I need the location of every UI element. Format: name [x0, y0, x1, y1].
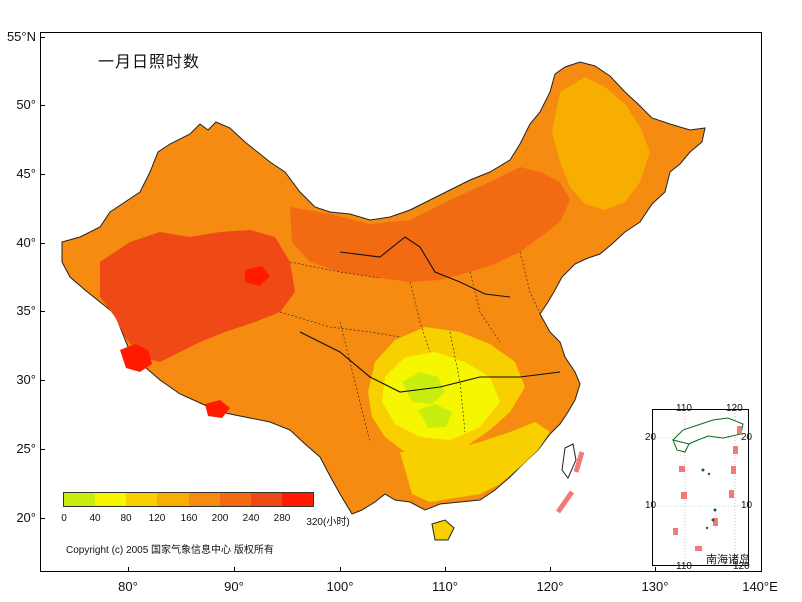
legend-color-bar: [63, 492, 314, 507]
lon-label-140: 140°E: [742, 579, 778, 594]
lat-label-25: 25°: [16, 441, 36, 456]
legend-swatch-6: [250, 493, 282, 506]
legend-label: 120: [148, 513, 166, 524]
legend-swatch-4: [188, 493, 220, 506]
lat-label-30: 30°: [16, 372, 36, 387]
lon-label-130: 130°: [641, 579, 669, 594]
inset-left-label-10: 10: [645, 500, 657, 511]
legend-label: 160: [180, 513, 198, 524]
zone-0-40-chongqing: [402, 372, 445, 404]
lon-label-110: 110°: [432, 579, 458, 594]
legend-label: 40: [89, 513, 101, 524]
zone-0-40-guizhou: [418, 404, 452, 428]
lat-tick: [40, 105, 45, 106]
lon-label-90: 90°: [224, 579, 244, 594]
lat-tick: [40, 243, 45, 244]
legend-swatch-0: [64, 493, 96, 506]
lat-tick: [40, 518, 45, 519]
legend-label: 280: [273, 513, 291, 524]
zone-280-320-plateau: [245, 266, 270, 286]
legend-swatch-5: [219, 493, 251, 506]
legend-swatch-1: [95, 493, 127, 506]
province-boundaries: [279, 251, 541, 443]
lat-tick: [40, 174, 45, 175]
lat-tick: [40, 311, 45, 312]
lon-tick: [550, 567, 551, 572]
lat-tick: [40, 449, 45, 450]
legend-swatch-3: [157, 493, 189, 506]
hainan-island: [431, 519, 455, 541]
lon-label-80: 80°: [118, 579, 138, 594]
copyright-text: Copyright (c) 2005 国家气象信息中心 版权所有: [66, 545, 274, 556]
inset-top-label-110: 110: [676, 403, 692, 414]
legend-label: 80: [120, 513, 132, 524]
inset-bottom-label-120: 120: [733, 561, 750, 572]
zone-80-120-south: [400, 422, 550, 502]
china-sunshine-map: [61, 61, 706, 541]
map-title: 一月日照时数: [98, 54, 201, 71]
lon-tick: [128, 567, 129, 572]
lon-label-120: 120°: [536, 579, 564, 594]
inset-bottom-label-110: 110: [676, 561, 692, 572]
zone-240-280-west: [100, 230, 295, 362]
south-china-sea-inset: [652, 409, 750, 567]
inset-top-label-120: 120: [726, 403, 743, 414]
zone-280-320-south-tibet: [205, 400, 230, 418]
zone-200-240-north: [290, 167, 570, 282]
inset-map: [653, 410, 750, 567]
taiwan-island: [561, 443, 577, 479]
legend-label: 200: [211, 513, 229, 524]
inset-right-label-10: 10: [741, 500, 753, 511]
lat-label-50: 50°: [16, 97, 36, 112]
lon-tick: [445, 567, 446, 572]
legend-label-unit: 320(小时): [306, 517, 350, 528]
lon-label-100: 100°: [326, 579, 354, 594]
legend-swatch-2: [126, 493, 158, 506]
zone-280-320-tibet: [120, 344, 152, 372]
lat-tick: [40, 37, 45, 38]
legend-label: 240: [242, 513, 260, 524]
zone-40-80-sichuan-basin: [382, 352, 500, 440]
inset-title: 南海诸岛: [706, 554, 750, 566]
lat-label-35: 35°: [16, 303, 36, 318]
inset-right-label-20: 20: [741, 432, 753, 443]
lat-tick: [40, 380, 45, 381]
lon-tick: [340, 567, 341, 572]
legend-label: 0: [61, 513, 67, 524]
lat-label-20: 20°: [16, 510, 36, 525]
lat-label-55: 55°N: [6, 29, 36, 44]
lon-tick: [234, 567, 235, 572]
lat-label-40: 40°: [16, 235, 36, 250]
lon-tick: [655, 567, 656, 572]
zone-160-200-northeast: [552, 77, 650, 210]
inset-left-label-20: 20: [645, 432, 657, 443]
rivers: [299, 236, 561, 393]
lat-label-45: 45°: [16, 166, 36, 181]
legend-swatch-7: [281, 493, 313, 506]
